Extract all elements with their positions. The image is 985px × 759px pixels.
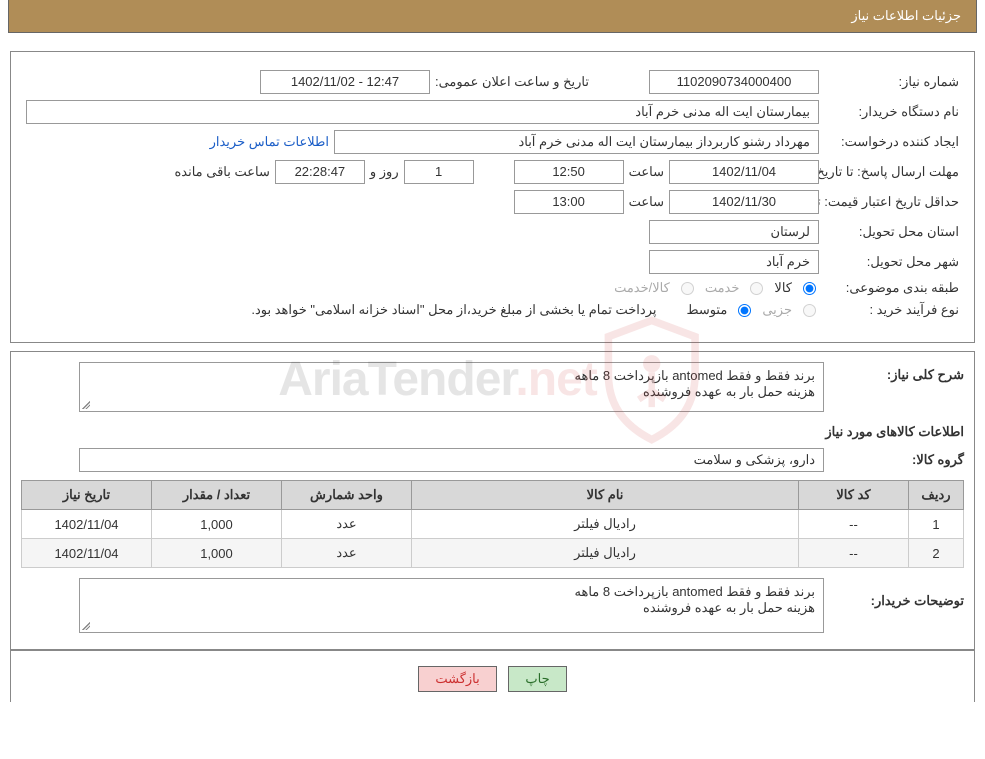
cell-name: رادیال فیلتر [412,510,799,539]
items-heading: اطلاعات کالاهای مورد نیاز [21,424,964,440]
section-header: جزئیات اطلاعات نیاز [8,0,977,33]
cell-unit: عدد [282,510,412,539]
general-desc-line2: هزینه حمل بار به عهده فروشنده [88,384,815,400]
days-remaining: 1 [404,160,474,184]
cell-row: 2 [909,539,964,568]
cell-name: رادیال فیلتر [412,539,799,568]
th-name: نام کالا [412,481,799,510]
classification-label: طبقه بندی موضوعی: [824,280,959,296]
button-row: چاپ بازگشت [10,650,975,702]
request-creator-label: ایجاد کننده درخواست: [824,134,959,150]
table-row: 2 -- رادیال فیلتر عدد 1,000 1402/11/04 [22,539,964,568]
page-container: AriaTender.net جزئیات اطلاعات نیاز شماره… [0,0,985,759]
delivery-city-value: خرم آباد [649,250,819,274]
radio-small [803,304,816,317]
delivery-province-value: لرستان [649,220,819,244]
price-validity-time: 13:00 [514,190,624,214]
delivery-province-label: استان محل تحویل: [824,224,959,240]
table-row: 1 -- رادیال فیلتر عدد 1,000 1402/11/04 [22,510,964,539]
buyer-org-value: بیمارستان ایت اله مدنی خرم آباد [26,100,819,124]
th-row: ردیف [909,481,964,510]
radio-small-label: جزیی [762,302,792,318]
days-label: روز و [370,164,399,180]
radio-both-label: کالا/خدمت [614,280,670,296]
goods-group-value: دارو، پزشکی و سلامت [79,448,824,472]
th-qty: تعداد / مقدار [152,481,282,510]
cell-qty: 1,000 [152,510,282,539]
cell-unit: عدد [282,539,412,568]
cell-date: 1402/11/04 [22,539,152,568]
form-panel: شماره نیاز: 1102090734000400 تاریخ و ساع… [10,51,975,343]
cell-qty: 1,000 [152,539,282,568]
buyer-notes-line2: هزینه حمل بار به عهده فروشنده [88,600,815,616]
countdown-value: 22:28:47 [275,160,365,184]
cell-code: -- [799,539,909,568]
radio-medium[interactable] [738,304,751,317]
buyer-contact-link[interactable]: اطلاعات تماس خریدار [210,134,329,150]
cell-row: 1 [909,510,964,539]
announce-date-label: تاریخ و ساعت اعلان عمومی: [435,74,589,90]
buyer-notes-box: برند فقط و فقط antomed بازپرداخت 8 ماهه … [79,578,824,633]
time-label-1: ساعت [629,164,664,180]
buyer-notes-line1: برند فقط و فقط antomed بازپرداخت 8 ماهه [88,584,815,600]
time-label-2: ساعت [629,194,664,210]
radio-medium-label: متوسط [686,302,727,318]
cell-code: -- [799,510,909,539]
buyer-notes-label: توضیحات خریدار: [829,578,964,609]
request-creator-value: مهرداد رشنو کاربرداز بیمارستان ایت اله م… [334,130,819,154]
request-number-label: شماره نیاز: [824,74,959,90]
payment-note: پرداخت تمام یا بخشی از مبلغ خرید،از محل … [251,302,656,318]
general-desc-box: برند فقط و فقط antomed بازپرداخت 8 ماهه … [79,362,824,412]
delivery-city-label: شهر محل تحویل: [824,254,959,270]
countdown-suffix: ساعت باقی مانده [174,164,269,180]
back-button[interactable]: بازگشت [418,666,496,692]
response-deadline-time: 12:50 [514,160,624,184]
th-code: کد کالا [799,481,909,510]
radio-goods[interactable] [803,282,816,295]
general-desc-label: شرح کلی نیاز: [829,362,964,383]
section-title: جزئیات اطلاعات نیاز [851,8,961,23]
price-validity-date: 1402/11/30 [669,190,819,214]
radio-both [681,282,694,295]
cell-date: 1402/11/04 [22,510,152,539]
radio-goods-label: کالا [774,280,792,296]
price-validity-label: حداقل تاریخ اعتبار قیمت: تا تاریخ: [824,194,959,211]
th-unit: واحد شمارش [282,481,412,510]
radio-service [750,282,763,295]
purchase-type-label: نوع فرآیند خرید : [824,302,959,318]
items-table: ردیف کد کالا نام کالا واحد شمارش تعداد /… [21,480,964,568]
th-date: تاریخ نیاز [22,481,152,510]
radio-service-label: خدمت [705,280,740,296]
response-deadline-date: 1402/11/04 [669,160,819,184]
print-button[interactable]: چاپ [508,666,566,692]
request-number-value: 1102090734000400 [649,70,819,94]
general-desc-line1: برند فقط و فقط antomed بازپرداخت 8 ماهه [88,368,815,384]
response-deadline-label: مهلت ارسال پاسخ: تا تاریخ: [824,164,959,181]
announce-date-value: 12:47 - 1402/11/02 [260,70,430,94]
details-panel: شرح کلی نیاز: برند فقط و فقط antomed باز… [10,351,975,650]
goods-group-label: گروه کالا: [829,452,964,468]
buyer-org-label: نام دستگاه خریدار: [824,104,959,120]
